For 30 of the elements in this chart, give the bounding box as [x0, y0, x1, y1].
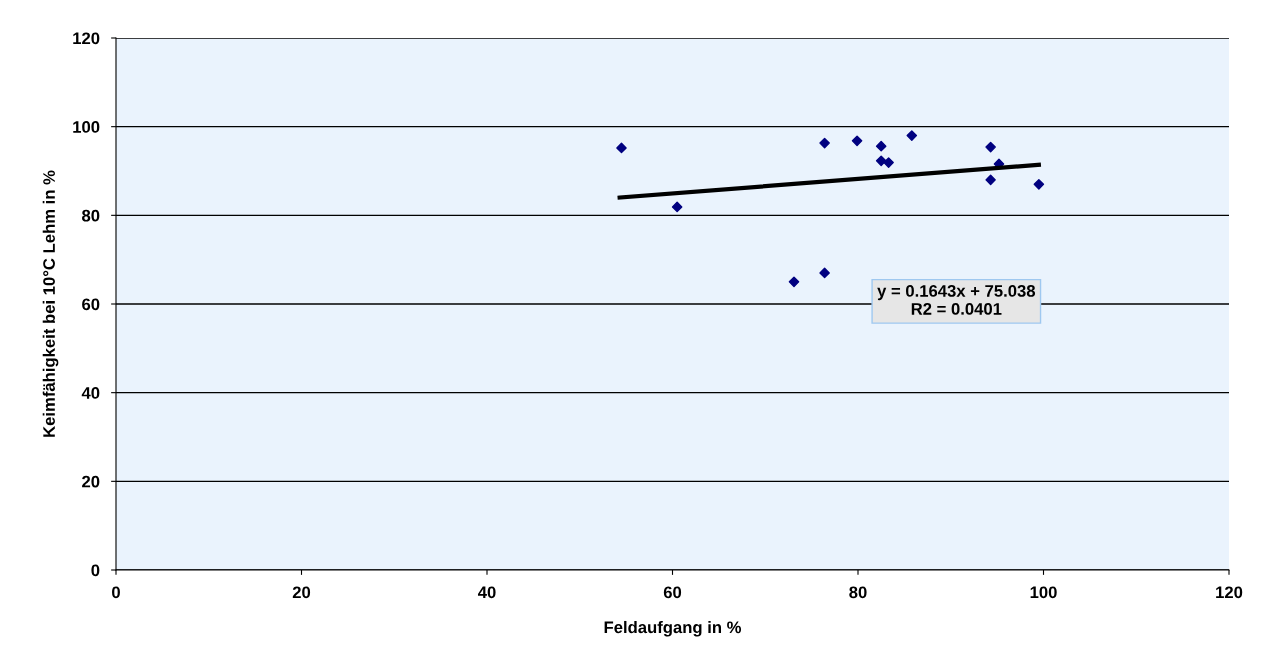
point [985, 174, 996, 186]
point [851, 135, 863, 147]
y-tick-label: 60 [82, 298, 100, 311]
annotation: y = 0.1643x + 75.038 R2 = 0.0401 [877, 285, 1036, 315]
y-tick-label: 80 [82, 209, 100, 222]
point [671, 201, 683, 213]
x-tick-label: 100 [1030, 586, 1057, 599]
y-axis-title: Keimfähigkeit bei 10°C Lehm in % [42, 170, 59, 437]
point [819, 137, 830, 149]
point [906, 130, 918, 141]
x-tick-label: 40 [477, 586, 496, 599]
point [1033, 178, 1045, 190]
point [875, 140, 887, 152]
x-axis-title: Feldaufgang in % [604, 620, 742, 637]
point [819, 267, 830, 279]
x-tick-label: 80 [849, 586, 867, 599]
x-tick-label: 60 [663, 586, 682, 599]
y-tick-label: 120 [73, 32, 100, 45]
y-tick-label: 100 [73, 121, 100, 133]
point [616, 142, 627, 154]
x-tick-label: 120 [1216, 586, 1243, 599]
y-tick-label: 20 [82, 475, 100, 488]
point [788, 276, 800, 288]
y-tick-label: 0 [91, 564, 100, 577]
y-tick-label: 40 [81, 387, 100, 399]
point [875, 155, 887, 167]
point [985, 141, 996, 153]
x-tick-label: 20 [292, 586, 311, 599]
point [883, 157, 894, 168]
x-tick-label: 0 [112, 586, 120, 599]
